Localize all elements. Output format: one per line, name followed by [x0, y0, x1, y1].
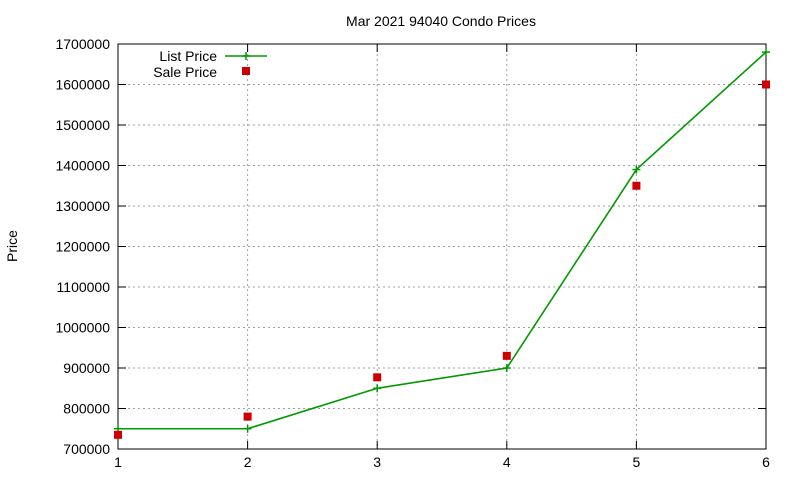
- y-tick-label: 1300000: [55, 198, 110, 214]
- chart-title: Mar 2021 94040 Condo Prices: [346, 13, 536, 29]
- y-tick-label: 1400000: [55, 158, 110, 174]
- grid: [118, 44, 766, 449]
- list-price-point: [632, 165, 641, 174]
- axis-ticks: 700000 800000 900000 1000000 1100000 1200000 1…: [55, 36, 770, 470]
- list-price-line: [118, 51, 767, 430]
- x-tick-label: 5: [633, 454, 641, 470]
- sale-price-point: [114, 430, 122, 439]
- x-tick-label: 1: [114, 454, 122, 470]
- y-tick-label: 800000: [63, 401, 110, 417]
- list-price-point: [243, 424, 252, 433]
- x-tick-label: 2: [244, 454, 252, 470]
- sale-price-point: [373, 373, 382, 382]
- list-price-point: [502, 364, 511, 372]
- series: [114, 48, 770, 439]
- legend-marker-sale-price: [242, 67, 250, 75]
- x-tick-label: 6: [762, 454, 770, 470]
- y-tick-label: 900000: [63, 360, 110, 376]
- y-tick-label: 1100000: [57, 279, 111, 295]
- list-price-point: [373, 384, 382, 393]
- x-tick-label: 3: [373, 454, 381, 470]
- legend-label-sale-price: Sale Price: [153, 64, 217, 80]
- legend-marker-list-price: [242, 52, 250, 60]
- x-tick-label: 4: [503, 454, 511, 470]
- sale-price-point: [762, 80, 770, 89]
- y-tick-label: 1000000: [55, 320, 110, 336]
- y-tick-label: 1500000: [55, 117, 110, 133]
- y-axis-label: Price: [4, 230, 20, 262]
- y-tick-label: 1700000: [55, 36, 110, 52]
- y-tick-label: 1600000: [55, 77, 110, 93]
- sale-price-point: [632, 181, 641, 190]
- sale-price-point: [243, 412, 252, 421]
- list-price-point: [762, 48, 770, 57]
- sale-price-point: [502, 351, 511, 360]
- y-tick-label: 700000: [63, 441, 110, 457]
- y-tick-label: 1200000: [55, 239, 110, 255]
- legend-label-list-price: List Price: [159, 48, 217, 64]
- legend: List Price Sale Price: [153, 48, 267, 80]
- legend-samples: [225, 52, 267, 75]
